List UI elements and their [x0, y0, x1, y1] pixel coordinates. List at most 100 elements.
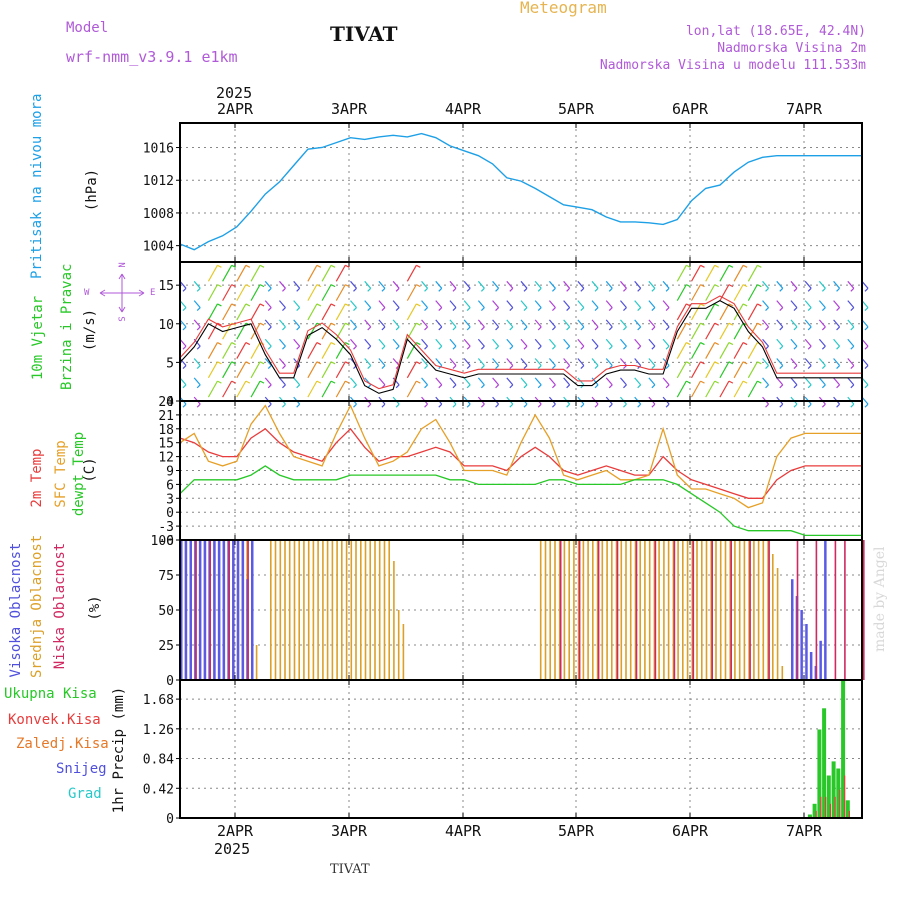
wind-barb [435, 377, 443, 386]
mid-cloud-bar [345, 540, 348, 680]
wind-barb [193, 319, 201, 328]
wind-barb-flag [424, 365, 428, 369]
wind-barb-flag [821, 307, 826, 312]
mid-cloud-bar [691, 540, 694, 680]
wind-barb [548, 280, 556, 289]
low-cloud-bar [578, 540, 581, 680]
wind-barb-flag [864, 326, 869, 331]
wind-barb-flag [608, 345, 613, 350]
high-cloud-bar [217, 540, 221, 680]
wind-barb-flag [452, 326, 457, 331]
wind-barb-flag [282, 365, 286, 369]
mid-cloud-bar [374, 540, 376, 680]
wind-barb-flag [537, 365, 542, 369]
wind-barb [421, 338, 428, 347]
wind-barb [207, 322, 218, 340]
wind-barb-flag [196, 403, 201, 408]
panel-frame [179, 679, 863, 819]
wind-barb-flag [651, 326, 656, 331]
low-cloud-bar [209, 540, 211, 680]
mid-cloud-bar [298, 540, 300, 680]
wind-barb-flag [537, 345, 542, 350]
wind-barb [520, 300, 528, 309]
wind-barb-flag [566, 345, 571, 350]
wind-barb [406, 303, 417, 321]
wind-barb-flag [594, 403, 599, 408]
wind-barb-flag [608, 403, 613, 408]
wind-barb [364, 319, 372, 328]
wind-barb-flag [416, 341, 421, 346]
wind-barb-flag [566, 384, 571, 389]
wind-barb-flag [850, 287, 855, 292]
wind-barb-flag [793, 307, 798, 312]
wind-barb [833, 280, 841, 289]
y-tick-label: 1016 [143, 142, 174, 157]
model-name: wrf-nmm_v3.9.1 e1km [66, 48, 238, 66]
wind-barb [421, 300, 428, 309]
low-cloud-bar [228, 540, 230, 680]
wind-barb [548, 377, 556, 386]
mid-cloud-bar [378, 540, 381, 680]
low-cloud-bar [247, 540, 249, 680]
wind-barb-flag [714, 341, 719, 346]
wind-barb [676, 265, 687, 282]
wind-barb [378, 319, 386, 328]
wind-barb-flag [686, 303, 691, 307]
wind-barb-flag [245, 380, 251, 384]
y-tick-label: 12 [158, 451, 174, 466]
wind-barb-flag [714, 284, 719, 288]
mid-cloud-bar [653, 540, 656, 680]
wind-barb-flag [594, 365, 599, 369]
wind-barb-flag [282, 326, 286, 331]
wind-barb [463, 358, 471, 366]
wind-barb-flag [807, 403, 812, 408]
wind-barb-flag [836, 287, 841, 292]
wind-barb [676, 284, 687, 301]
mid-cloud-bar [355, 540, 357, 680]
wind-barb [733, 380, 744, 398]
wind-barb [406, 342, 417, 359]
wind-barb-flag [821, 326, 826, 331]
wind-barb-flag [779, 326, 784, 331]
wind-barb-flag [367, 403, 372, 408]
wind-barb-flag [196, 345, 201, 350]
mid-cloud-bar [350, 540, 353, 680]
lonlat-label: lon,lat (18.65E, 42.4N) [685, 24, 866, 39]
wind-barb-flag [594, 307, 599, 312]
t2m-series-line [179, 427, 862, 499]
wind-barb [293, 338, 301, 347]
wind-barb [591, 358, 599, 366]
wind-barb-flag [267, 287, 272, 292]
wind-barb [364, 300, 372, 309]
wind-barb-flag [850, 345, 855, 350]
wind-barb-flag [267, 326, 272, 331]
wind-barb [563, 338, 571, 347]
wind-barb-flag [623, 287, 627, 292]
wind-barb-flag [637, 384, 642, 389]
precip-freezing-label: Zaledj.Kisa [16, 736, 109, 752]
wind-barb [534, 319, 542, 328]
wind-barb-flag [523, 384, 528, 389]
wind-barb-flag [330, 322, 336, 326]
wind-barb [577, 300, 585, 309]
mid-cloud-bar [620, 540, 623, 680]
mid-cloud-bar [364, 540, 367, 680]
wind-barb-flag [623, 345, 627, 350]
precip-conv-bar [820, 796, 822, 818]
low-cloud-bar [559, 540, 562, 680]
mid-cloud-bar [686, 540, 689, 680]
wind-barb-flag [651, 365, 656, 369]
mid-cloud-bar [573, 540, 575, 680]
wind-barb-flag [836, 365, 841, 369]
wind-barb-flag [416, 264, 421, 268]
wind-barb [733, 361, 744, 379]
wind-barb [264, 280, 272, 289]
wind-barb [506, 358, 514, 366]
wind-barb-flag [296, 307, 301, 312]
low-cloud-bar [834, 540, 837, 680]
mid-cloud-bar [592, 540, 594, 680]
precip-conv-bar [829, 803, 831, 818]
mid-cloud-bar [767, 540, 769, 680]
wind-barb-flag [765, 365, 769, 369]
wind-barb-flag [551, 345, 556, 350]
